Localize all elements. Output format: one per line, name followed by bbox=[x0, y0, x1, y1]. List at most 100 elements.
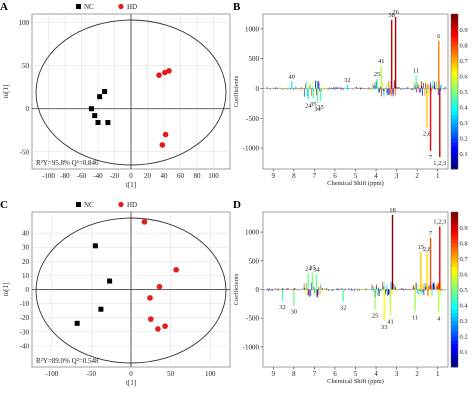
colorbar-segment bbox=[451, 64, 458, 69]
peak-label: 2,8 bbox=[423, 246, 431, 253]
colorbar-segment bbox=[451, 52, 458, 58]
model-statistics: R²Y=89.0% Q²=0.548 bbox=[36, 357, 99, 365]
peak-label: 6 bbox=[437, 33, 441, 40]
colorbar-segment bbox=[451, 320, 458, 325]
colorbar-segment bbox=[451, 266, 458, 271]
colorbar-segment bbox=[451, 212, 458, 217]
legend-label-nc: NC bbox=[84, 3, 94, 11]
colorbar-segment bbox=[451, 103, 458, 108]
y-tick-label: 1000 bbox=[245, 229, 260, 237]
y-tick-label: 500 bbox=[249, 257, 260, 265]
data-point-nc bbox=[74, 320, 80, 326]
peak-label: 35 bbox=[309, 264, 316, 271]
x-tick-label: 6 bbox=[333, 172, 337, 180]
x-tick-label: -100 bbox=[42, 172, 55, 180]
colorbar-segment bbox=[451, 134, 458, 139]
peak-label: 4 bbox=[437, 315, 441, 322]
colorbar-tick-label: 0.7 bbox=[460, 58, 469, 65]
colorbar-segment bbox=[451, 37, 458, 42]
peak-label: 25 bbox=[374, 71, 381, 78]
data-point-hd bbox=[173, 266, 179, 273]
colorbar-tick-label: 0.8 bbox=[460, 43, 468, 50]
colorbar-segment bbox=[451, 138, 458, 143]
peak-label: 34 bbox=[313, 267, 320, 274]
x-tick-label: 4 bbox=[374, 370, 378, 378]
y-tick-label: -10 bbox=[20, 300, 30, 308]
colorbar-segment bbox=[451, 332, 458, 337]
colorbar-segment bbox=[451, 153, 458, 158]
data-point-hd bbox=[159, 142, 166, 148]
peak-label: 18 bbox=[389, 207, 396, 214]
panel-label: C bbox=[0, 199, 8, 211]
data-point-hd bbox=[155, 326, 161, 332]
x-tick-label: 5 bbox=[354, 370, 358, 378]
y-tick-label: 0 bbox=[26, 286, 30, 294]
peak-label: 11 bbox=[412, 314, 418, 321]
colorbar-segment bbox=[451, 14, 458, 19]
colorbar-segment bbox=[451, 33, 458, 38]
y-tick-label: 30 bbox=[22, 244, 30, 252]
data-point-nc bbox=[102, 89, 108, 94]
peak-label: 32 bbox=[344, 77, 351, 84]
x-axis-label: t[1] bbox=[126, 181, 136, 189]
colorbar: 0.1 0.2 0.3 0.4 0.5 0.6 0.7 0.8 0.9 bbox=[450, 13, 469, 170]
colorbar-segment bbox=[451, 316, 458, 321]
colorbar-segment bbox=[451, 243, 458, 248]
colorbar-segment bbox=[451, 305, 458, 310]
colorbar-segment bbox=[451, 122, 458, 127]
colorbar-segment bbox=[451, 281, 458, 287]
y-tick-label: -1000 bbox=[243, 343, 260, 351]
panel-d: 9 8 7 6 5 4 3 2 1-1000-5000500100030322435343225… bbox=[233, 199, 468, 385]
x-tick-label: 20 bbox=[144, 172, 152, 180]
legend-marker-nc bbox=[76, 4, 81, 9]
colorbar-segment bbox=[451, 145, 458, 151]
colorbar-tick-label: 0.1 bbox=[460, 151, 468, 158]
colorbar-segment bbox=[451, 250, 458, 256]
x-tick-label: 9 bbox=[272, 172, 276, 180]
peak-label: 1,2,3 bbox=[433, 218, 446, 225]
peak-label: 32 bbox=[340, 305, 347, 312]
x-tick-label: 7 bbox=[313, 172, 317, 180]
colorbar-segment bbox=[451, 227, 458, 232]
colorbar-tick-label: 0.5 bbox=[460, 89, 468, 96]
y-axis-label: Coefficients bbox=[233, 273, 240, 305]
y-tick-label: -1000 bbox=[243, 145, 260, 153]
colorbar-segment bbox=[451, 114, 458, 120]
colorbar-segment bbox=[451, 215, 458, 221]
colorbar-segment bbox=[451, 48, 458, 54]
x-tick-label: 4 bbox=[374, 172, 378, 180]
colorbar-segment bbox=[451, 126, 458, 131]
x-axis-label: Chemical Shift (ppm) bbox=[327, 378, 384, 385]
colorbar-tick-label: 0.3 bbox=[460, 318, 468, 325]
colorbar-segment bbox=[451, 56, 458, 61]
x-tick-label: 50 bbox=[167, 370, 175, 378]
x-axis-label: t[1] bbox=[126, 379, 136, 387]
peak-label: 34 bbox=[314, 106, 321, 113]
colorbar-segment bbox=[451, 41, 458, 46]
x-tick-label: 7 bbox=[313, 370, 317, 378]
colorbar-segment bbox=[451, 110, 458, 116]
data-point-hd bbox=[162, 323, 168, 329]
colorbar-tick-label: 0.3 bbox=[460, 120, 468, 127]
peak-label: 25 bbox=[372, 313, 379, 320]
colorbar-segment bbox=[451, 76, 458, 81]
data-point-hd bbox=[141, 219, 148, 225]
x-tick-label: -50 bbox=[87, 370, 97, 378]
data-point-hd bbox=[166, 68, 172, 74]
colorbar-tick-label: 0.4 bbox=[460, 303, 469, 310]
colorbar-segment bbox=[451, 254, 458, 259]
y-axis-label: to[1] bbox=[2, 283, 10, 297]
colorbar-segment bbox=[451, 68, 458, 73]
data-point-hd bbox=[148, 316, 154, 322]
peak-label: 24 bbox=[305, 265, 312, 272]
peak-label: 41 bbox=[378, 58, 385, 65]
y-tick-label: -40 bbox=[20, 342, 30, 350]
colorbar-segment bbox=[451, 79, 458, 85]
colorbar-segment bbox=[451, 91, 458, 96]
x-axis-label: Chemical Shift (ppm) bbox=[327, 180, 384, 187]
data-point-nc bbox=[107, 278, 113, 284]
colorbar-segment bbox=[451, 149, 458, 154]
colorbar-segment bbox=[451, 60, 458, 65]
colorbar-segment bbox=[451, 301, 458, 306]
